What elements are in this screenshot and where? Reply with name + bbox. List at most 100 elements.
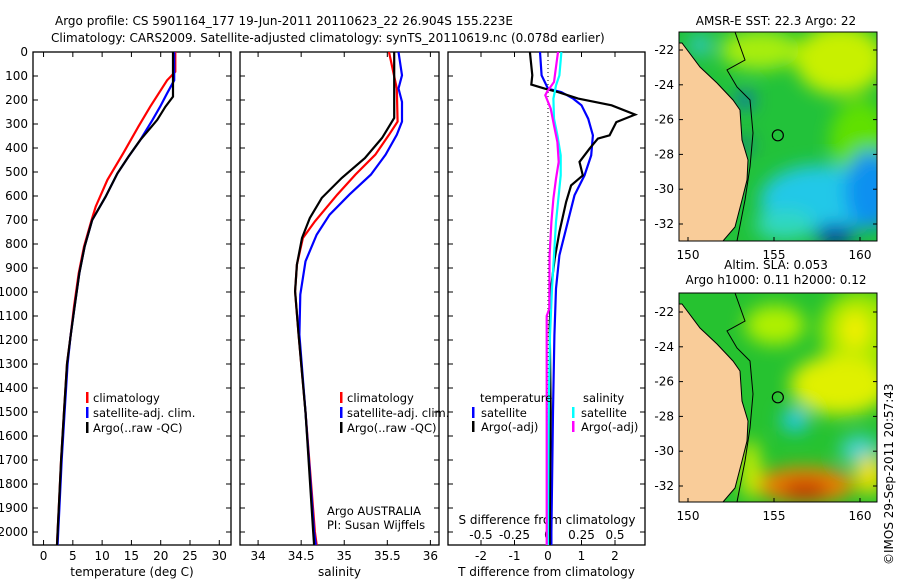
legend-label: satellite-adj. clim. bbox=[93, 406, 195, 420]
credit-text: ©IMOS 29-Sep-2011 20:57:43 bbox=[882, 383, 896, 565]
argo-program-text: PI: Susan Wijffels bbox=[327, 518, 425, 532]
map-colour-patch bbox=[795, 32, 877, 95]
map-frame bbox=[678, 292, 878, 503]
x-tick-label: 2 bbox=[611, 549, 619, 563]
legend-header-temperature: temperature bbox=[480, 391, 552, 405]
s-tick-label: -0.25 bbox=[499, 528, 530, 542]
bathymetry-contour bbox=[726, 293, 754, 502]
map-colour-patch bbox=[780, 480, 830, 500]
map-colour-patch bbox=[720, 32, 800, 70]
legend-label: Argo(..raw -QC) bbox=[347, 421, 437, 435]
map-frame bbox=[678, 31, 878, 242]
x-tick-label: 0 bbox=[544, 549, 552, 563]
plot-frame bbox=[32, 51, 232, 546]
legend-swatch bbox=[86, 392, 89, 403]
s-tick-label: 0.5 bbox=[605, 528, 624, 542]
lat-tick-label: -24 bbox=[654, 340, 674, 354]
lon-tick-label: 160 bbox=[849, 509, 872, 523]
x-tick-label: -2 bbox=[475, 549, 487, 563]
legend-label: Argo(-adj) bbox=[581, 420, 638, 434]
x-tick-label: -1 bbox=[509, 549, 521, 563]
map-colour-patch bbox=[840, 310, 870, 350]
legend-header-salinity: salinity bbox=[583, 391, 624, 405]
series-line-argo-raw-qc- bbox=[55, 52, 175, 546]
y-tick-label: 1300 bbox=[0, 357, 28, 371]
lat-tick-label: -30 bbox=[654, 444, 674, 458]
x-tick-label: 0 bbox=[40, 549, 48, 563]
plot-frame bbox=[239, 51, 440, 546]
y-tick-label: 1400 bbox=[0, 381, 28, 395]
x-tick-label: 36 bbox=[423, 549, 438, 563]
y-tick-label: 1800 bbox=[0, 477, 28, 491]
legend-swatch bbox=[340, 392, 343, 403]
y-tick-label: 0 bbox=[20, 45, 28, 59]
x-tick-label: 34.5 bbox=[288, 549, 315, 563]
x-axis-label: temperature (deg C) bbox=[70, 565, 193, 579]
map-anomaly-field bbox=[740, 293, 877, 502]
series-line-s-argo-adj- bbox=[544, 51, 560, 545]
legend-label: climatology bbox=[93, 391, 160, 405]
y-tick-label: 800 bbox=[5, 237, 28, 251]
series-line-s-satellite bbox=[546, 51, 563, 545]
profile-panel-3: -2 -1 0 1 2 T difference from climatology -0.5… bbox=[447, 51, 646, 579]
lat-tick-label: -26 bbox=[654, 375, 674, 389]
argo-position-marker bbox=[771, 391, 784, 404]
legend-label: satellite-adj. clim. bbox=[347, 406, 449, 420]
argo-program-text: Argo AUSTRALIA bbox=[327, 504, 421, 518]
map-colour-patch bbox=[755, 210, 815, 240]
profile-panel-1: 0100200300400500600700800900100011001200… bbox=[0, 45, 232, 579]
y-tick-label: 1900 bbox=[0, 501, 28, 515]
x-tick-label: 5 bbox=[69, 549, 77, 563]
legend-swatch bbox=[86, 422, 89, 433]
x-tick-label: 35.5 bbox=[374, 549, 401, 563]
map-field bbox=[679, 293, 877, 502]
map-field bbox=[679, 32, 877, 241]
legend-swatch bbox=[472, 407, 475, 418]
y-tick-label: 1700 bbox=[0, 453, 28, 467]
y-tick-label: 700 bbox=[5, 213, 28, 227]
s-tick-label: 0.25 bbox=[568, 528, 595, 542]
y-tick-label: 200 bbox=[5, 93, 28, 107]
lat-tick-label: -32 bbox=[654, 217, 674, 231]
map-colour-patch bbox=[855, 455, 877, 495]
lat-tick-label: -32 bbox=[654, 479, 674, 493]
legend-swatch bbox=[572, 407, 575, 418]
legend-swatch bbox=[472, 421, 475, 432]
map-panel-2: -22 -24 -26 -28 -30 -32 150 155 160 Altim. SLA: 0… bbox=[654, 258, 878, 523]
legend-swatch bbox=[572, 421, 575, 432]
map-colour-patch bbox=[740, 440, 760, 500]
lat-tick-label: -26 bbox=[654, 113, 674, 127]
y-tick-label: 500 bbox=[5, 165, 28, 179]
lon-tick-label: 155 bbox=[763, 248, 786, 262]
y-tick-label: 600 bbox=[5, 189, 28, 203]
land-mask bbox=[679, 303, 749, 502]
y-tick-label: 1100 bbox=[0, 309, 28, 323]
y-tick-label: 1000 bbox=[0, 285, 28, 299]
legend-swatch bbox=[340, 422, 343, 433]
lat-tick-label: -22 bbox=[654, 305, 674, 319]
legend-label: satellite bbox=[481, 406, 527, 420]
map-colour-patch bbox=[781, 408, 809, 432]
profile-panel-2: 34 34.5 35 35.5 36 salinity climatologysatelli… bbox=[239, 51, 449, 579]
x-tick-label: 10 bbox=[94, 549, 109, 563]
map-anomaly-field bbox=[690, 32, 877, 241]
y-tick-label: 400 bbox=[5, 141, 28, 155]
lat-tick-label: -30 bbox=[654, 182, 674, 196]
lon-tick-label: 155 bbox=[763, 509, 786, 523]
y-tick-label: 2000 bbox=[0, 525, 28, 539]
map-panel-1: -22 -24 -26 -28 -30 -32 150 155 160 AMSR-E SST: 2… bbox=[654, 14, 878, 262]
legend-label: climatology bbox=[347, 391, 414, 405]
legend-swatch bbox=[86, 407, 89, 418]
map-colour-patch bbox=[737, 92, 753, 108]
y-tick-label: 1600 bbox=[0, 429, 28, 443]
lat-tick-label: -28 bbox=[654, 409, 674, 423]
legend-label: Argo(..raw -QC) bbox=[93, 421, 183, 435]
y-tick-label: 1200 bbox=[0, 333, 28, 347]
bathymetry-contour bbox=[726, 32, 754, 241]
lat-tick-label: -28 bbox=[654, 147, 674, 161]
lon-tick-label: 150 bbox=[677, 509, 700, 523]
legend-label: satellite bbox=[581, 406, 627, 420]
title-line-2: Climatology: CARS2009. Satellite-adjuste… bbox=[51, 31, 605, 45]
title-line-1: Argo profile: CS 5901164_177 19-Jun-2011… bbox=[55, 14, 513, 28]
